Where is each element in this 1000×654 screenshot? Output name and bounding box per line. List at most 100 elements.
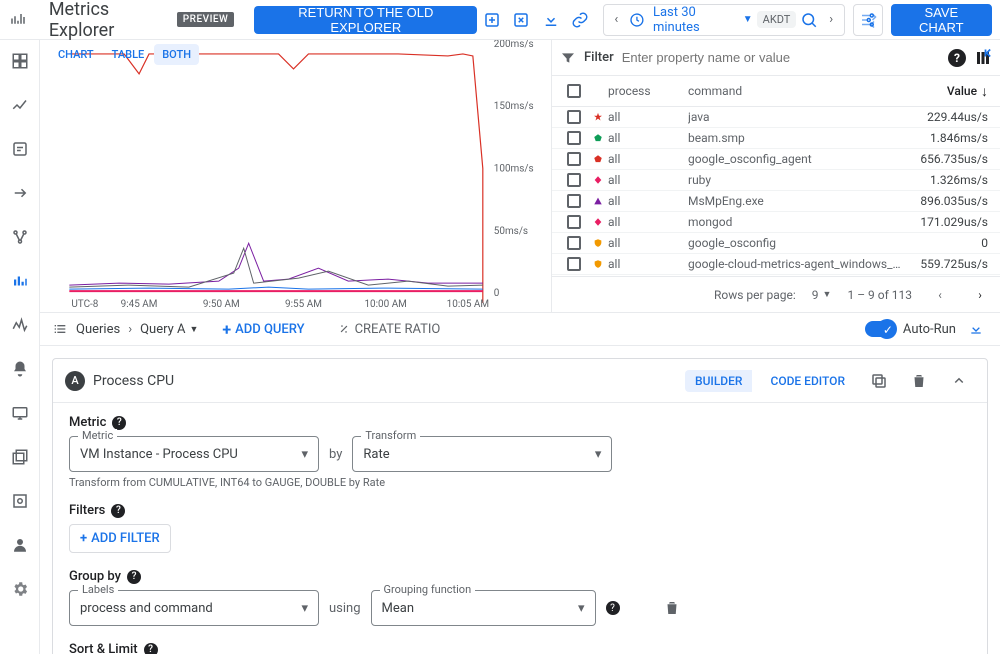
chevron-left-icon[interactable]: ‹ [608,4,626,36]
nav-managed-icon[interactable] [11,492,29,514]
pager-next-icon[interactable]: › [968,279,992,311]
search-icon[interactable] [800,4,818,36]
grouping-fn-select[interactable]: Grouping function Mean ▾ [371,590,596,626]
series-shape-icon [588,133,608,143]
filters-section-label: Filters [69,503,105,518]
table-row[interactable]: allruby1.326ms/s [552,170,1000,191]
table-row[interactable]: allmongod171.029us/s [552,212,1000,233]
help-icon[interactable]: ? [112,416,126,430]
caret-down-icon: ▼ [743,14,753,25]
row-checkbox[interactable] [567,257,581,271]
nav-integrations-icon[interactable] [11,184,29,206]
download-icon[interactable] [536,4,565,36]
add-query-button[interactable]: +ADD QUERY [222,320,304,339]
builder-tab[interactable]: BUILDER [685,370,752,392]
queries-label: Queries [76,322,120,337]
nav-trace-icon[interactable] [11,316,29,338]
table-row[interactable]: allgoogle-cloud-metrics-agent_windows_am… [552,254,1000,275]
row-checkbox[interactable] [567,236,581,250]
add-filter-button[interactable]: +ADD FILTER [69,524,171,553]
rows-per-page-select[interactable]: 9▼ [812,288,832,302]
table-header: process command Value ↓ [552,76,1000,107]
help-icon[interactable]: ? [948,49,966,67]
auto-run-toggle[interactable]: ✓ Auto-Run [865,321,956,337]
cell-process: all [608,194,688,208]
chevron-right-icon: › [128,322,132,337]
header-checkbox[interactable] [567,84,581,98]
row-checkbox[interactable] [567,152,581,166]
settings-icon[interactable] [853,4,883,36]
header-icon-1[interactable] [477,4,506,36]
transform-select[interactable]: Transform Rate ▾ [352,436,612,472]
collapse-all-icon[interactable] [964,313,988,345]
return-button[interactable]: RETURN TO THE OLD EXPLORER [254,6,477,34]
product-icon [0,0,37,40]
create-ratio-button[interactable]: CREATE RATIO [337,322,441,337]
collapse-card-icon[interactable] [943,365,975,397]
save-chart-button[interactable]: SAVE CHART [891,4,992,36]
help-icon[interactable]: ? [606,601,620,615]
col-command[interactable]: command [688,84,904,98]
cell-command: google_osconfig [688,236,904,250]
help-icon[interactable]: ? [111,504,125,518]
nav-services-icon[interactable] [11,140,29,162]
row-checkbox[interactable] [567,194,581,208]
table-row[interactable]: allgoogle_osconfig0 [552,233,1000,254]
groupby-section-label: Group by [69,569,121,584]
queries-bar: Queries › Query A▼ +ADD QUERY CREATE RAT… [40,313,1000,346]
svg-text:10:00 AM: 10:00 AM [364,299,406,310]
row-checkbox[interactable] [567,173,581,187]
delete-icon[interactable] [903,365,935,397]
metric-select[interactable]: Metric VM Instance - Process CPU ▾ [69,436,319,472]
nav-settings-icon[interactable] [11,580,29,602]
copy-icon[interactable] [863,365,895,397]
link-icon[interactable] [566,4,595,36]
time-range-chip[interactable]: ‹ Last 30 minutes ▼ AKDT › [603,4,845,36]
help-icon[interactable]: ? [127,570,141,584]
nav-alerting-icon[interactable] [11,360,29,382]
nav-user-icon[interactable] [11,536,29,558]
filter-input[interactable] [622,50,940,65]
header-icon-2[interactable] [507,4,536,36]
row-checkbox[interactable] [567,131,581,145]
tab-chart[interactable]: CHART [50,44,102,65]
row-checkbox[interactable] [567,215,581,229]
nav-uptime-icon[interactable] [11,404,29,426]
sort-desc-icon[interactable]: ↓ [981,83,988,100]
delete-groupby-icon[interactable] [656,592,688,624]
nav-dashboards-icon[interactable] [11,96,29,118]
nav-overview-icon[interactable] [11,52,29,74]
table-row[interactable]: allMsMpEng.exe896.035us/s [552,191,1000,212]
cell-process: all [608,257,688,271]
query-badge: A [65,371,85,391]
collapse-right-icon[interactable] [982,46,996,64]
nav-metrics-explorer-icon[interactable] [11,272,29,294]
help-icon[interactable]: ? [144,643,158,654]
pager-prev-icon[interactable]: ‹ [928,279,952,311]
nav-groups-icon[interactable] [11,448,29,470]
series-shape-icon [588,196,608,206]
svg-text:200ms/s: 200ms/s [494,40,534,50]
svg-text:100ms/s: 100ms/s [494,164,534,175]
table-row[interactable]: allbeam.smp1.846ms/s [552,128,1000,149]
col-value[interactable]: Value [947,84,977,98]
col-process[interactable]: process [608,84,688,98]
row-checkbox[interactable] [567,110,581,124]
tab-both[interactable]: BOTH [154,44,199,65]
table-row[interactable]: alljava229.44us/s [552,107,1000,128]
chevron-right-icon[interactable]: › [822,4,840,36]
tab-table[interactable]: TABLE [104,44,153,65]
cell-value: 0 [904,236,992,250]
cell-command: java [688,110,904,124]
page-title: Metrics Explorer [37,0,169,41]
cell-command: mongod [688,215,904,229]
svg-text:0: 0 [494,288,500,299]
nav-slo-icon[interactable] [11,228,29,250]
query-a-dropdown[interactable]: Query A▼ [140,322,198,337]
svg-text:9:50 AM: 9:50 AM [203,299,240,310]
table-pager: Rows per page: 9▼ 1 – 9 of 113 ‹ › [552,276,1000,312]
table-row[interactable]: allgoogle_osconfig_agent656.735us/s [552,149,1000,170]
labels-select[interactable]: Labels process and command ▾ [69,590,319,626]
timezone-chip: AKDT [757,11,797,28]
code-editor-tab[interactable]: CODE EDITOR [760,370,855,392]
